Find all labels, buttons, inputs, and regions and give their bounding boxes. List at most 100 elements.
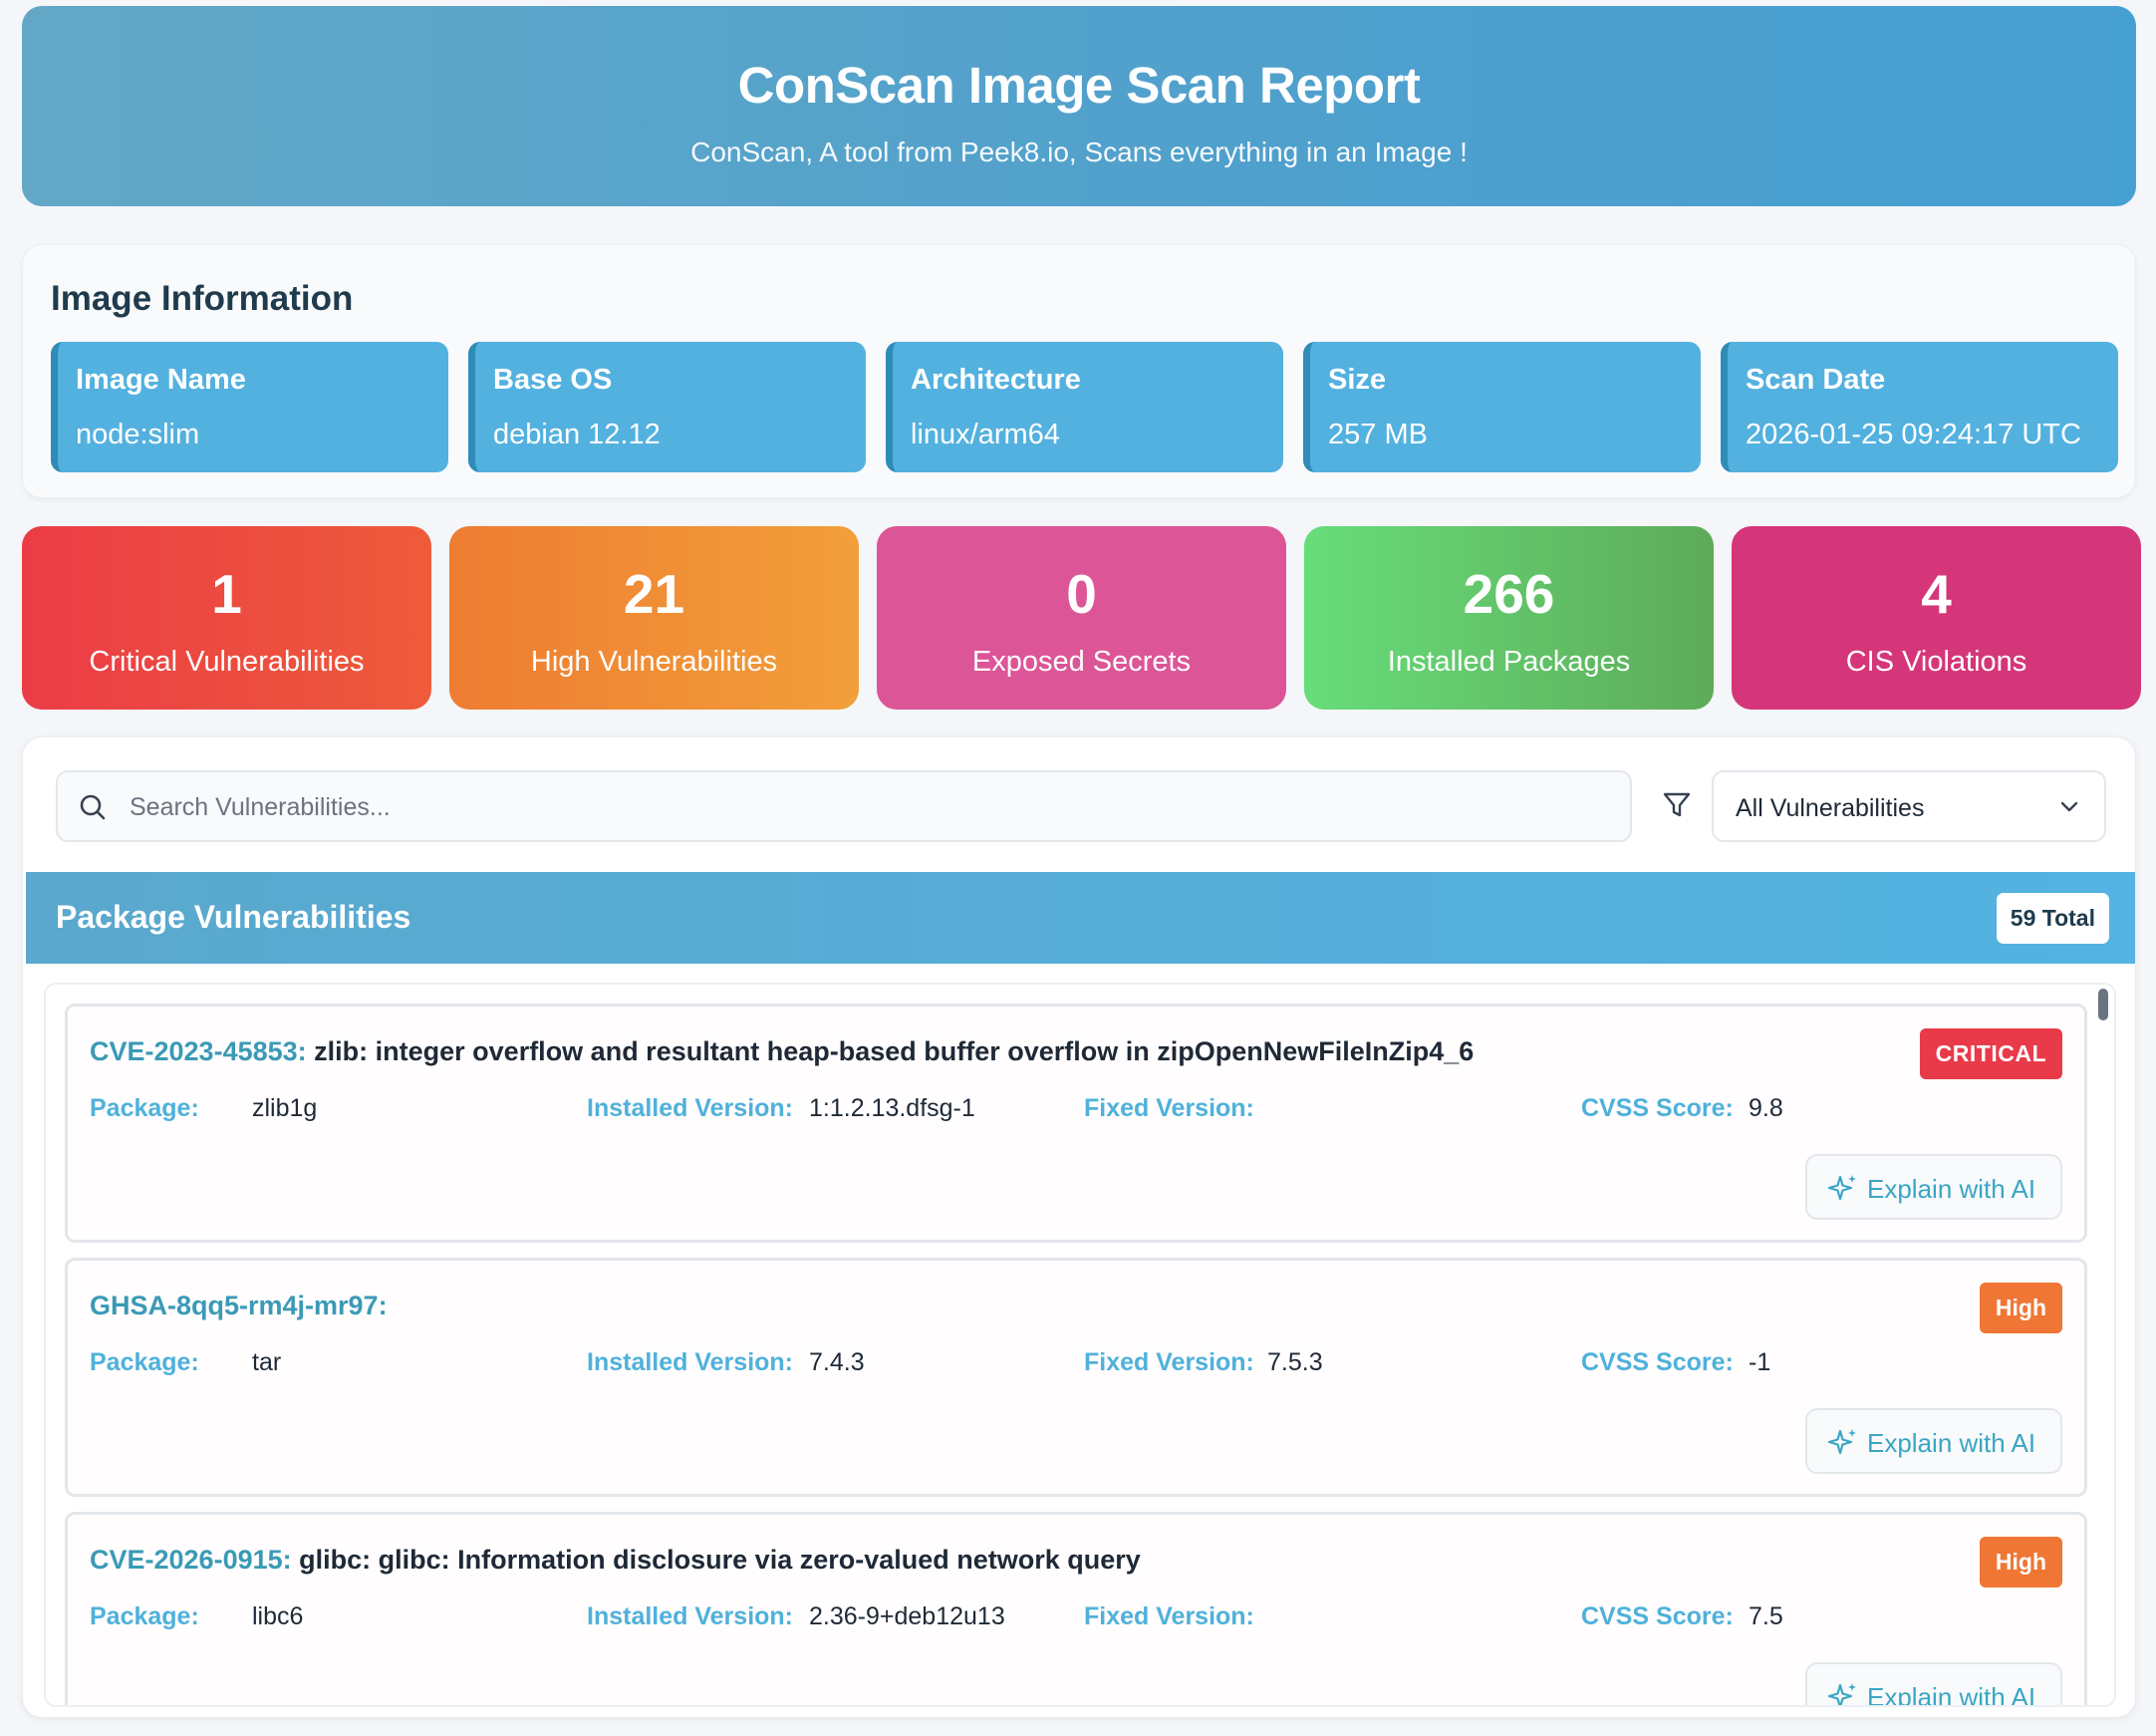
severity-filter-value: All Vulnerabilities: [1736, 794, 1925, 822]
search-box[interactable]: [56, 770, 1632, 842]
explain-with-ai-label: Explain with AI: [1867, 1682, 2036, 1707]
package-field: Package: libc6: [90, 1602, 303, 1631]
chevron-down-icon: [2058, 798, 2080, 819]
search-input[interactable]: [130, 786, 1604, 828]
severity-badge: CRITICAL: [1919, 1028, 2062, 1079]
package-value: tar: [252, 1348, 282, 1376]
explain-with-ai-button[interactable]: Explain with AI: [1805, 1154, 2062, 1220]
field-label: Fixed Version:: [1084, 1602, 1254, 1630]
vulnerability-id[interactable]: CVE-2023-45853:: [90, 1036, 307, 1066]
cvss-score-value: 9.8: [1749, 1094, 1783, 1122]
explain-with-ai-button[interactable]: Explain with AI: [1805, 1662, 2062, 1707]
vulnerabilities-panel: All Vulnerabilities Package Vulnerabilit…: [22, 736, 2136, 1718]
sparkle-icon: [1827, 1173, 1859, 1212]
info-tile-size: Size 257 MB: [1303, 342, 1701, 472]
sparkle-icon: [1827, 1427, 1859, 1466]
filter-icon[interactable]: [1662, 790, 1692, 825]
info-tile-value: 2026-01-25 09:24:17 UTC: [1746, 419, 2081, 450]
stat-critical-vulnerabilities: 1 Critical Vulnerabilities: [22, 526, 431, 710]
fixed-version-field: Fixed Version: 7.5.3: [1084, 1348, 1323, 1377]
explain-with-ai-label: Explain with AI: [1867, 1174, 2036, 1204]
package-field: Package: tar: [90, 1348, 281, 1377]
stat-value: 21: [623, 563, 685, 625]
vulnerability-title: GHSA-8qq5-rm4j-mr97:: [90, 1291, 388, 1321]
vulnerability-card: CVE-2026-0915: glibc: glibc: Information…: [65, 1512, 2087, 1707]
explain-with-ai-button[interactable]: Explain with AI: [1805, 1408, 2062, 1474]
image-info-tiles: Image Name node:slim Base OS debian 12.1…: [51, 342, 2118, 472]
info-tile-label: Architecture: [911, 364, 1081, 396]
sparkle-icon: [1827, 1681, 1859, 1705]
page-title: ConScan Image Scan Report: [737, 57, 1421, 114]
field-label: Package:: [90, 1602, 199, 1630]
vulnerability-title: CVE-2023-45853: zlib: integer overflow a…: [90, 1036, 1474, 1067]
info-tile-value: debian 12.12: [493, 419, 661, 450]
stat-label: CIS Violations: [1845, 646, 2027, 678]
installed-version-value: 7.4.3: [809, 1348, 865, 1376]
cvss-score-value: -1: [1749, 1348, 1771, 1376]
field-label: CVSS Score:: [1581, 1602, 1734, 1630]
field-label: Fixed Version:: [1084, 1348, 1254, 1376]
info-tile-architecture: Architecture linux/arm64: [886, 342, 1283, 472]
stat-value: 1: [211, 563, 242, 625]
fixed-version-value: 7.5.3: [1267, 1348, 1323, 1376]
stat-label: High Vulnerabilities: [530, 646, 778, 678]
info-tile-scan-date: Scan Date 2026-01-25 09:24:17 UTC: [1721, 342, 2118, 472]
fixed-version-field: Fixed Version:: [1084, 1094, 1254, 1123]
severity-badge: High: [1979, 1537, 2062, 1588]
field-label: Installed Version:: [587, 1348, 794, 1376]
info-tile-image-name: Image Name node:slim: [51, 342, 448, 472]
info-tile-label: Image Name: [76, 364, 246, 396]
page-subtitle: ConScan, A tool from Peek8.io, Scans eve…: [690, 137, 1468, 167]
stat-label: Critical Vulnerabilities: [89, 646, 365, 678]
stat-cis-violations: 4 CIS Violations: [1732, 526, 2141, 710]
summary-stats: 1 Critical Vulnerabilities 21 High Vulne…: [22, 526, 2141, 710]
stat-value: 266: [1463, 563, 1555, 625]
vulnerability-id[interactable]: GHSA-8qq5-rm4j-mr97:: [90, 1291, 388, 1320]
vulnerability-id[interactable]: CVE-2026-0915:: [90, 1545, 292, 1575]
vulnerability-description: glibc: glibc: Information disclosure via…: [299, 1545, 1141, 1575]
explain-with-ai-label: Explain with AI: [1867, 1428, 2036, 1458]
vulnerability-card: CVE-2023-45853: zlib: integer overflow a…: [65, 1004, 2087, 1243]
package-value: zlib1g: [252, 1094, 318, 1122]
field-label: Package:: [90, 1348, 199, 1376]
image-information-card: Image Information Image Name node:slim B…: [22, 244, 2136, 498]
stat-value: 4: [1921, 563, 1952, 625]
cvss-score-value: 7.5: [1749, 1602, 1783, 1630]
info-tile-value: linux/arm64: [911, 419, 1060, 450]
info-tile-value: 257 MB: [1328, 419, 1428, 450]
scrollbar-thumb[interactable]: [2098, 989, 2108, 1020]
package-vulnerabilities-header: Package Vulnerabilities 59 Total: [26, 872, 2135, 964]
info-tile-base-os: Base OS debian 12.12: [468, 342, 866, 472]
package-value: libc6: [252, 1602, 304, 1630]
installed-version-value: 2.36-9+deb12u13: [809, 1602, 1005, 1630]
field-label: CVSS Score:: [1581, 1348, 1734, 1376]
search-icon: [78, 792, 108, 827]
stat-label: Exposed Secrets: [971, 646, 1192, 678]
field-label: CVSS Score:: [1581, 1094, 1734, 1122]
package-field: Package: zlib1g: [90, 1094, 317, 1123]
section-title: Package Vulnerabilities: [56, 899, 411, 935]
vulnerability-description: zlib: integer overflow and resultant hea…: [314, 1036, 1475, 1066]
vulnerability-list[interactable]: CVE-2023-45853: zlib: integer overflow a…: [44, 983, 2116, 1707]
cvss-score-field: CVSS Score: 9.8: [1581, 1094, 1783, 1123]
info-tile-value: node:slim: [76, 419, 200, 450]
info-tile-label: Scan Date: [1746, 364, 1886, 396]
installed-version-field: Installed Version: 2.36-9+deb12u13: [587, 1602, 1005, 1631]
cvss-score-field: CVSS Score: 7.5: [1581, 1602, 1783, 1631]
report-header: ConScan Image Scan Report ConScan, A too…: [22, 6, 2136, 206]
vulnerability-card: GHSA-8qq5-rm4j-mr97: High Package: tar I…: [65, 1258, 2087, 1497]
fixed-version-field: Fixed Version:: [1084, 1602, 1254, 1631]
info-tile-label: Size: [1328, 364, 1387, 396]
image-information-heading: Image Information: [51, 279, 354, 318]
stat-high-vulnerabilities: 21 High Vulnerabilities: [449, 526, 859, 710]
total-count-badge: 59 Total: [1996, 893, 2109, 944]
field-label: Package:: [90, 1094, 199, 1122]
installed-version-value: 1:1.2.13.dfsg-1: [809, 1094, 975, 1122]
stat-value: 0: [1066, 563, 1097, 625]
stat-label: Installed Packages: [1387, 646, 1631, 678]
stat-exposed-secrets: 0 Exposed Secrets: [877, 526, 1286, 710]
severity-filter-select[interactable]: All Vulnerabilities: [1712, 770, 2106, 842]
cvss-score-field: CVSS Score: -1: [1581, 1348, 1770, 1377]
stat-installed-packages: 266 Installed Packages: [1304, 526, 1714, 710]
installed-version-field: Installed Version: 1:1.2.13.dfsg-1: [587, 1094, 975, 1123]
